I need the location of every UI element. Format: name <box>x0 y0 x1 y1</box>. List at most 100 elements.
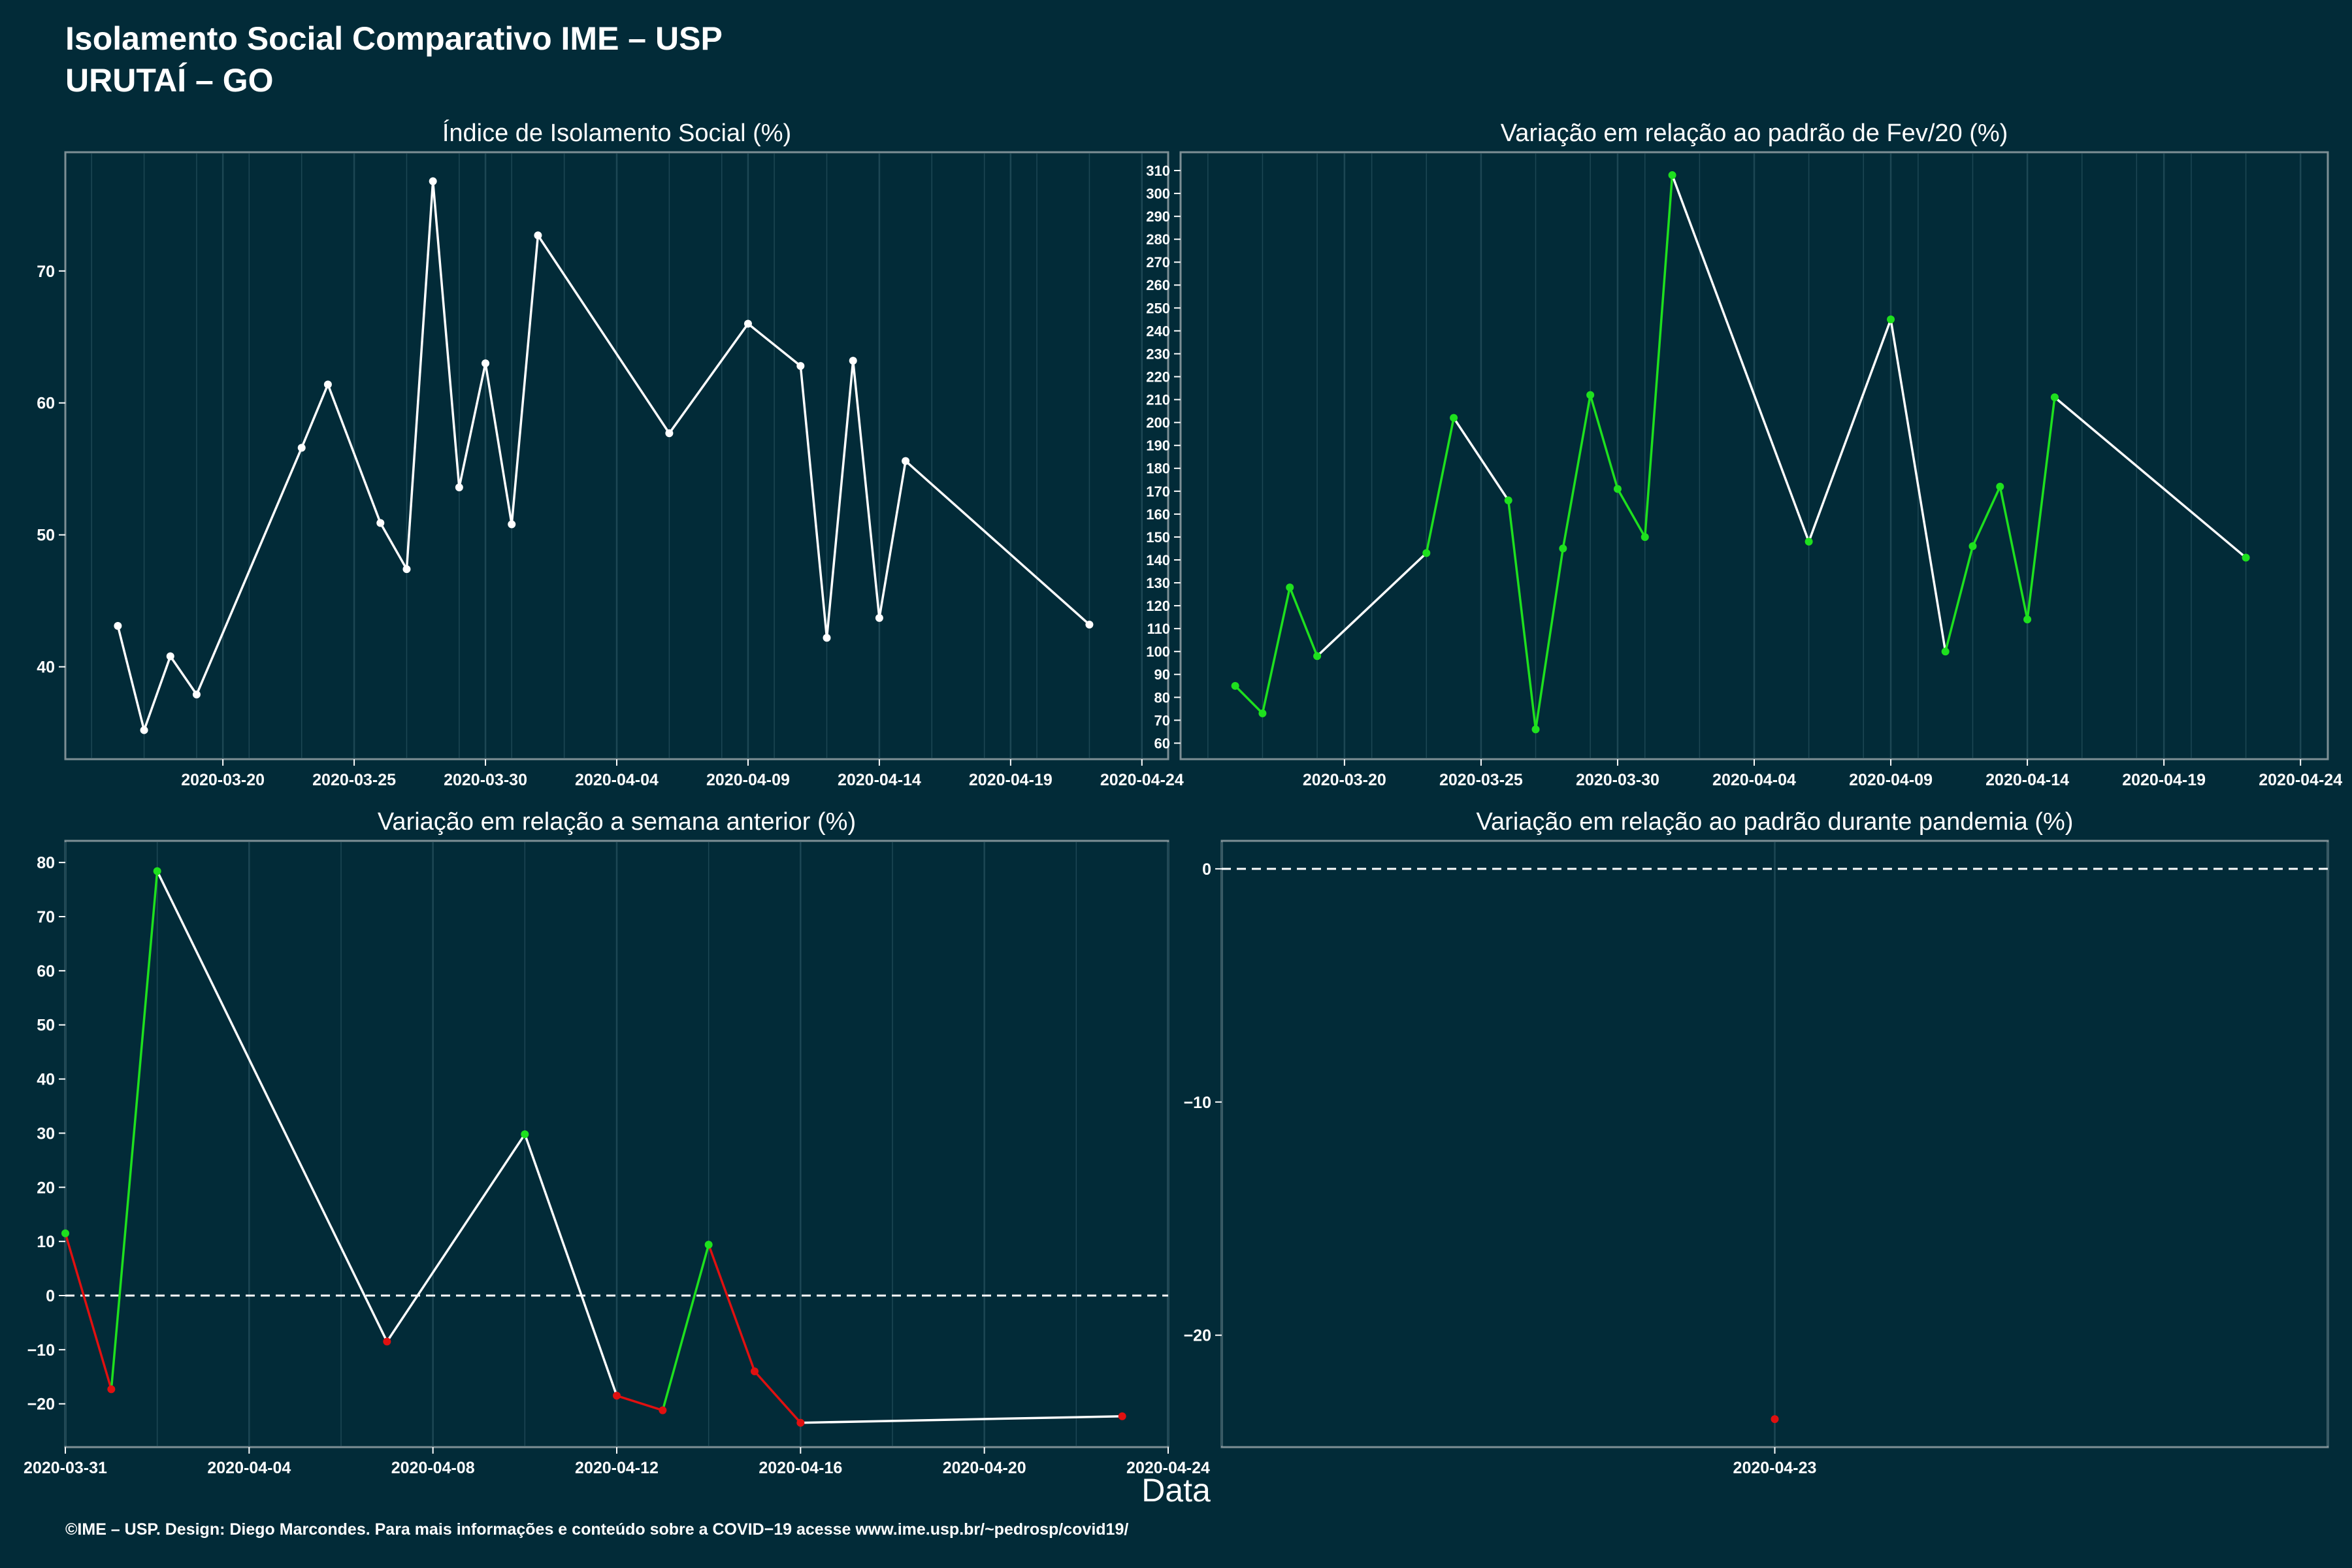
data-point <box>429 177 437 186</box>
series-segment <box>708 1244 756 1372</box>
series-segment <box>431 181 461 488</box>
data-point <box>1422 549 1431 557</box>
y-tick-label: 80 <box>1154 689 1170 706</box>
data-point <box>1231 681 1239 690</box>
data-point <box>508 520 516 529</box>
y-tick-label: 0 <box>46 1287 55 1305</box>
x-tick-label: 2020-04-12 <box>575 1459 659 1477</box>
y-tick-label: −10 <box>27 1341 55 1360</box>
y-tick-label: −20 <box>27 1396 55 1414</box>
x-tick-label: 2020-04-20 <box>943 1459 1026 1477</box>
x-tick-label: 2020-04-19 <box>2122 771 2206 789</box>
series-segment <box>1288 587 1318 657</box>
data-point <box>1531 725 1540 734</box>
series-segment <box>1261 587 1291 714</box>
series-segment <box>301 384 329 449</box>
y-tick-label: 80 <box>37 854 55 872</box>
y-tick-label: 140 <box>1146 552 1170 568</box>
data-point <box>1085 621 1094 629</box>
y-tick-label: 260 <box>1146 277 1170 293</box>
page-subtitle: URUTAÍ – GO <box>65 62 274 99</box>
series-segment <box>1452 417 1510 501</box>
y-tick-label: 160 <box>1146 506 1170 523</box>
chart-title: Variação em relação ao padrão de Fev/20 … <box>1501 120 2008 147</box>
y-tick-label: 170 <box>1146 483 1170 500</box>
chart-panel-isolamento: Índice de Isolamento Social (%) 2020-03-2… <box>37 119 1184 789</box>
series-segment <box>1589 395 1619 489</box>
data-point <box>1258 709 1267 717</box>
series-segment <box>904 460 1090 626</box>
data-point <box>849 357 857 365</box>
series-segment <box>1234 685 1264 715</box>
data-point <box>140 726 148 734</box>
data-point <box>1586 391 1595 399</box>
chart-title: Variação em relação a semana anterior (%… <box>378 808 856 836</box>
series-segment <box>2026 397 2056 620</box>
data-point <box>796 362 805 370</box>
data-point <box>875 613 883 622</box>
x-tick-label: 2020-04-19 <box>969 771 1053 789</box>
series-segment <box>878 461 907 619</box>
y-tick-label: 110 <box>1147 621 1171 637</box>
series-segment <box>379 522 408 570</box>
series-segment <box>753 1370 802 1424</box>
x-tick-label: 2020-04-14 <box>1985 771 2069 789</box>
data-point <box>166 652 174 661</box>
y-tick-label: 20 <box>37 1179 55 1197</box>
data-point <box>1118 1412 1126 1420</box>
series-segment <box>1671 174 1810 542</box>
y-tick-label: 50 <box>37 527 55 545</box>
series-segment <box>799 366 828 638</box>
series-segment <box>2053 396 2247 559</box>
series-segment <box>458 363 487 488</box>
data-point <box>796 1418 805 1427</box>
x-tick-label: 2020-03-25 <box>1439 771 1523 789</box>
data-point <box>1504 496 1512 504</box>
y-tick-label: 240 <box>1146 323 1170 339</box>
y-tick-label: 310 <box>1146 163 1170 179</box>
y-tick-label: 30 <box>37 1124 55 1143</box>
series-segment <box>851 360 881 619</box>
data-point <box>1559 544 1567 553</box>
y-tick-label: −20 <box>1184 1327 1211 1345</box>
series-segment <box>1507 500 1537 730</box>
series-segment <box>1999 486 2029 620</box>
x-tick-label: 2020-03-31 <box>24 1459 107 1477</box>
y-tick-label: −10 <box>1184 1094 1211 1112</box>
x-tick-label: 2020-04-14 <box>838 771 921 789</box>
data-point <box>1941 647 1950 656</box>
x-tick-label: 2020-04-08 <box>391 1459 475 1477</box>
data-point <box>1887 315 1895 323</box>
footer-credits: ©IME – USP. Design: Diego Marcondes. Par… <box>65 1520 1129 1539</box>
x-tick-label: 2020-03-30 <box>1576 771 1659 789</box>
chart-panel-semana: Variação em relação a semana anterior (%… <box>24 808 1210 1477</box>
data-point <box>1313 652 1322 661</box>
series-segment <box>1971 486 2001 547</box>
series-segment <box>1944 546 1974 652</box>
series-segment <box>800 1415 1122 1424</box>
series-segment <box>523 1134 618 1396</box>
data-point <box>323 380 332 389</box>
data-point <box>107 1385 116 1394</box>
data-point <box>1613 485 1622 493</box>
y-tick-label: 290 <box>1146 208 1170 225</box>
series-segment <box>64 1233 113 1390</box>
series-segment <box>1534 548 1565 730</box>
y-tick-label: 40 <box>37 659 55 677</box>
series-segment <box>1561 395 1592 549</box>
data-point <box>482 359 490 368</box>
series-segment <box>156 870 388 1343</box>
y-tick-label: 90 <box>1154 666 1170 683</box>
y-tick-label: 40 <box>37 1071 55 1089</box>
x-tick-label: 2020-04-09 <box>706 771 790 789</box>
x-axis-title: Data <box>1141 1472 1211 1509</box>
data-point <box>61 1229 69 1237</box>
y-tick-label: 70 <box>37 263 55 281</box>
x-tick-label: 2020-03-20 <box>181 771 265 789</box>
x-tick-label: 2020-04-16 <box>759 1459 842 1477</box>
series-segment <box>668 323 749 434</box>
series-segment <box>1316 552 1428 657</box>
x-tick-label: 2020-03-25 <box>312 771 396 789</box>
y-tick-label: 220 <box>1146 368 1170 385</box>
series-segment <box>616 1394 663 1412</box>
